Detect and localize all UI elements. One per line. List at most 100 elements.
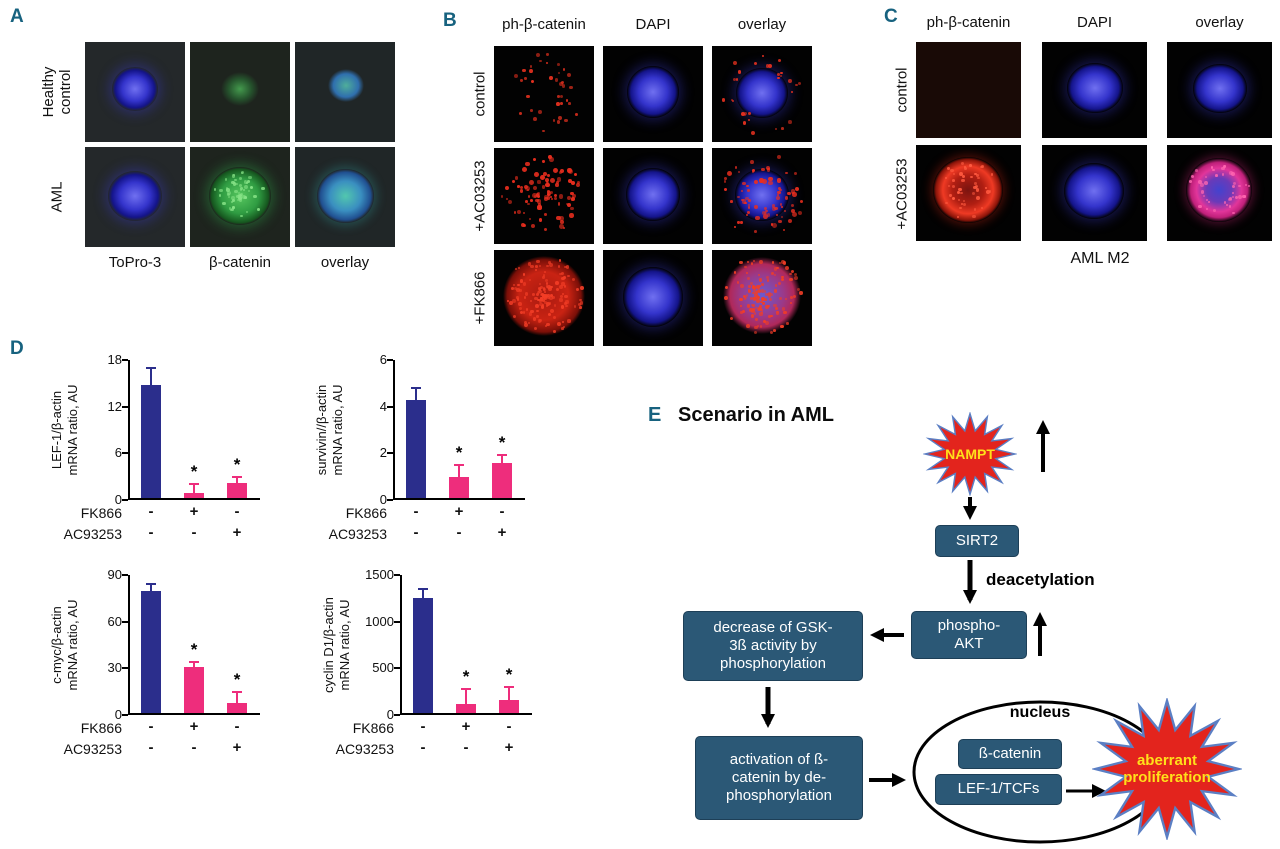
stain-speckle xyxy=(763,319,767,323)
stain-speckle xyxy=(247,190,250,193)
y-tick-label: 0 xyxy=(114,492,122,507)
stain-speckle xyxy=(535,309,538,312)
stain-speckle xyxy=(734,166,738,169)
y-tick xyxy=(387,405,393,408)
stain-speckle xyxy=(506,299,510,303)
x-row-sign: - xyxy=(463,739,469,756)
stain-speckle xyxy=(539,286,543,290)
panel-c-col-label-dapi: DAPI xyxy=(1076,14,1112,31)
error-bar xyxy=(422,589,424,599)
stain-speckle xyxy=(950,168,954,173)
stain-speckle xyxy=(564,295,568,299)
stain-speckle xyxy=(777,194,780,197)
x-row-sign: - xyxy=(234,503,240,520)
stain-speckle xyxy=(754,318,758,322)
stain-speckle xyxy=(518,302,522,306)
stain-speckle xyxy=(766,168,771,172)
stain-speckle xyxy=(771,204,776,208)
stain-speckle xyxy=(735,78,739,81)
deacetylation-label: deacetylation xyxy=(986,570,1095,589)
stain-speckle xyxy=(750,130,755,135)
micrograph-healthy-overlay xyxy=(295,42,395,142)
stain-speckle xyxy=(780,215,784,218)
x-row-sign: + xyxy=(504,739,514,756)
stain-speckle xyxy=(546,196,550,200)
stain-speckle xyxy=(543,287,547,291)
stain-speckle xyxy=(1232,181,1237,186)
stain-speckle xyxy=(580,286,584,290)
panel-a-col-label-overlay: overlay xyxy=(320,254,370,271)
bar xyxy=(449,476,469,498)
stain-speckle xyxy=(1198,204,1202,208)
stain-speckle xyxy=(974,172,977,176)
stain-speckle xyxy=(537,319,541,323)
stain-speckle xyxy=(739,260,743,264)
y-tick xyxy=(122,499,128,501)
stain-speckle xyxy=(555,183,559,187)
x-row-sign: + xyxy=(461,718,471,735)
stain-speckle xyxy=(542,172,547,176)
stain-speckle xyxy=(975,187,980,192)
stain-speckle xyxy=(753,180,759,185)
stain-speckle xyxy=(554,197,557,200)
stain-speckle xyxy=(755,290,759,294)
stain-speckle xyxy=(1237,184,1241,188)
y-axis-label: c-myc/β-actin mRNA ratio, AU xyxy=(49,599,81,691)
stain-speckle xyxy=(790,296,793,299)
significance-asterisk: * xyxy=(462,666,470,686)
stain-speckle xyxy=(559,224,564,229)
stain-speckle xyxy=(547,294,550,297)
stain-speckle xyxy=(765,305,770,310)
stain-speckle xyxy=(533,185,538,190)
stain-speckle xyxy=(556,102,560,106)
stain-speckle xyxy=(512,315,516,319)
stain-speckle xyxy=(749,160,754,165)
stain-speckle xyxy=(1214,174,1218,178)
stain-speckle xyxy=(784,266,789,271)
stain-speckle xyxy=(537,205,542,210)
stain-speckle xyxy=(557,202,560,205)
stain-speckle xyxy=(740,284,745,288)
diagram-arrows-and-nucleus-ellipse xyxy=(761,420,1168,844)
stain-speckle xyxy=(751,285,756,290)
stain-speckle xyxy=(554,281,559,286)
stain-speckle xyxy=(768,176,773,182)
x-row-sign: - xyxy=(148,718,154,735)
stain-speckle xyxy=(565,265,570,269)
y-tick-label: 6 xyxy=(379,352,387,367)
x-row-label: AC93253 xyxy=(63,526,122,542)
stain-speckle xyxy=(779,188,782,192)
stain-speckle xyxy=(517,283,520,287)
stain-speckle xyxy=(768,63,773,68)
stain-speckle xyxy=(745,196,749,201)
stain-speckle xyxy=(544,227,548,231)
stain-speckle xyxy=(759,325,763,328)
stain-speckle xyxy=(524,322,529,327)
error-bar-cap xyxy=(454,464,464,466)
y-axis-label: survivin//β-actin mRNA ratio, AU xyxy=(314,384,346,476)
stain-speckle xyxy=(789,272,792,275)
cell-stain-blob xyxy=(221,72,259,106)
error-bar-cap xyxy=(189,482,199,485)
stain-speckle xyxy=(752,289,756,293)
y-tick-label: 90 xyxy=(107,567,122,582)
stain-speckle xyxy=(558,285,563,290)
stain-speckle xyxy=(981,206,984,209)
stain-speckle xyxy=(550,293,554,297)
micrograph-healthy-topro3 xyxy=(85,42,185,142)
stain-speckle xyxy=(745,271,748,274)
stain-speckle xyxy=(755,294,759,299)
aberrant-proliferation-starburst xyxy=(1092,698,1242,840)
x-row-sign: + xyxy=(232,524,242,541)
y-tick xyxy=(122,405,128,408)
stain-speckle xyxy=(238,177,242,181)
error-bar-cap xyxy=(232,475,242,478)
stain-speckle xyxy=(565,304,569,308)
stain-speckle xyxy=(558,170,563,175)
panel-b-col-label-dapi: DAPI xyxy=(635,16,671,33)
stain-speckle xyxy=(516,298,520,301)
stain-speckle xyxy=(542,129,545,133)
stain-speckle xyxy=(778,261,781,264)
stain-speckle xyxy=(554,78,559,82)
stain-speckle xyxy=(763,214,768,219)
